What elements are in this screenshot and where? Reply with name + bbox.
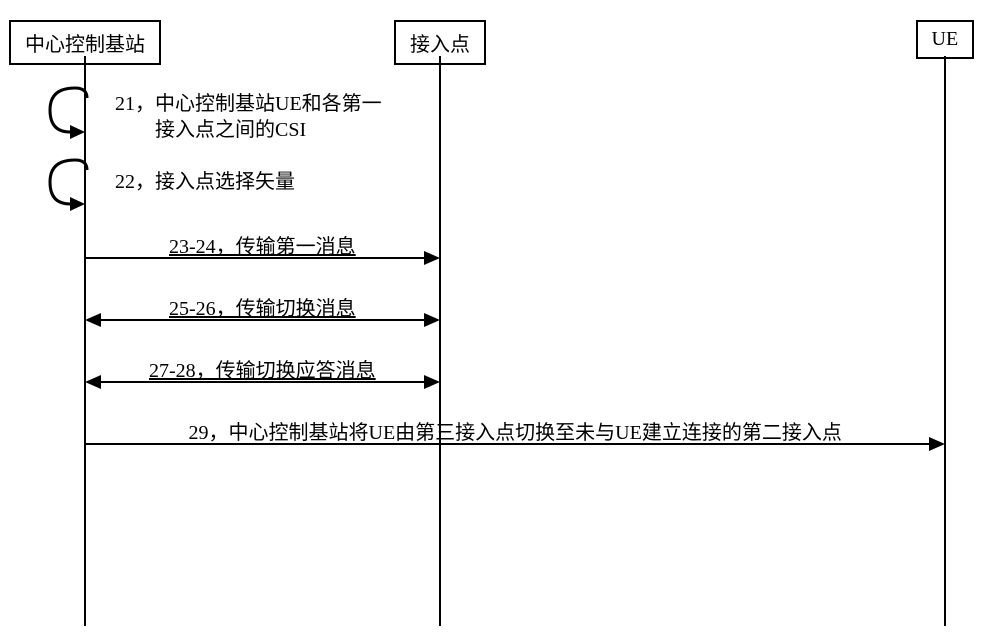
arrowhead-right-m29 — [929, 437, 945, 451]
message-label-m27_28: 27-28，传输切换应答消息 — [149, 354, 376, 383]
lifeline-ue — [944, 56, 946, 626]
self-message-22-label-1: 22，接入点选择矢量 — [115, 165, 295, 194]
message-label-m25_26: 25-26，传输切换消息 — [169, 292, 356, 321]
message-line-m23_24 — [86, 257, 424, 259]
arrowhead-left-m27_28 — [85, 375, 101, 389]
self-message-22-arrow — [45, 152, 105, 232]
arrowhead-right-m27_28 — [424, 375, 440, 389]
message-line-m29 — [86, 443, 929, 445]
message-line-m27_28 — [101, 381, 424, 383]
self-message-21-label-2: 接入点之间的CSI — [155, 113, 306, 142]
message-label-m29: 29，中心控制基站将UE由第三接入点切换至未与UE建立连接的第二接入点 — [189, 416, 842, 445]
message-label-m23_24: 23-24，传输第一消息 — [169, 230, 356, 259]
self-message-21-label-1: 21，中心控制基站UE和各第一 — [115, 87, 382, 116]
arrowhead-right-m23_24 — [424, 251, 440, 265]
lifeline-ap — [439, 56, 441, 626]
arrowhead-right-m25_26 — [424, 313, 440, 327]
participant-box-ue: UE — [916, 20, 975, 59]
message-line-m25_26 — [101, 319, 424, 321]
participant-label: 接入点 — [410, 34, 470, 56]
self-message-21-arrow — [45, 80, 105, 160]
participant-label: 中心控制基站 — [25, 34, 145, 56]
participant-label: UE — [932, 28, 959, 50]
arrowhead-left-m25_26 — [85, 313, 101, 327]
